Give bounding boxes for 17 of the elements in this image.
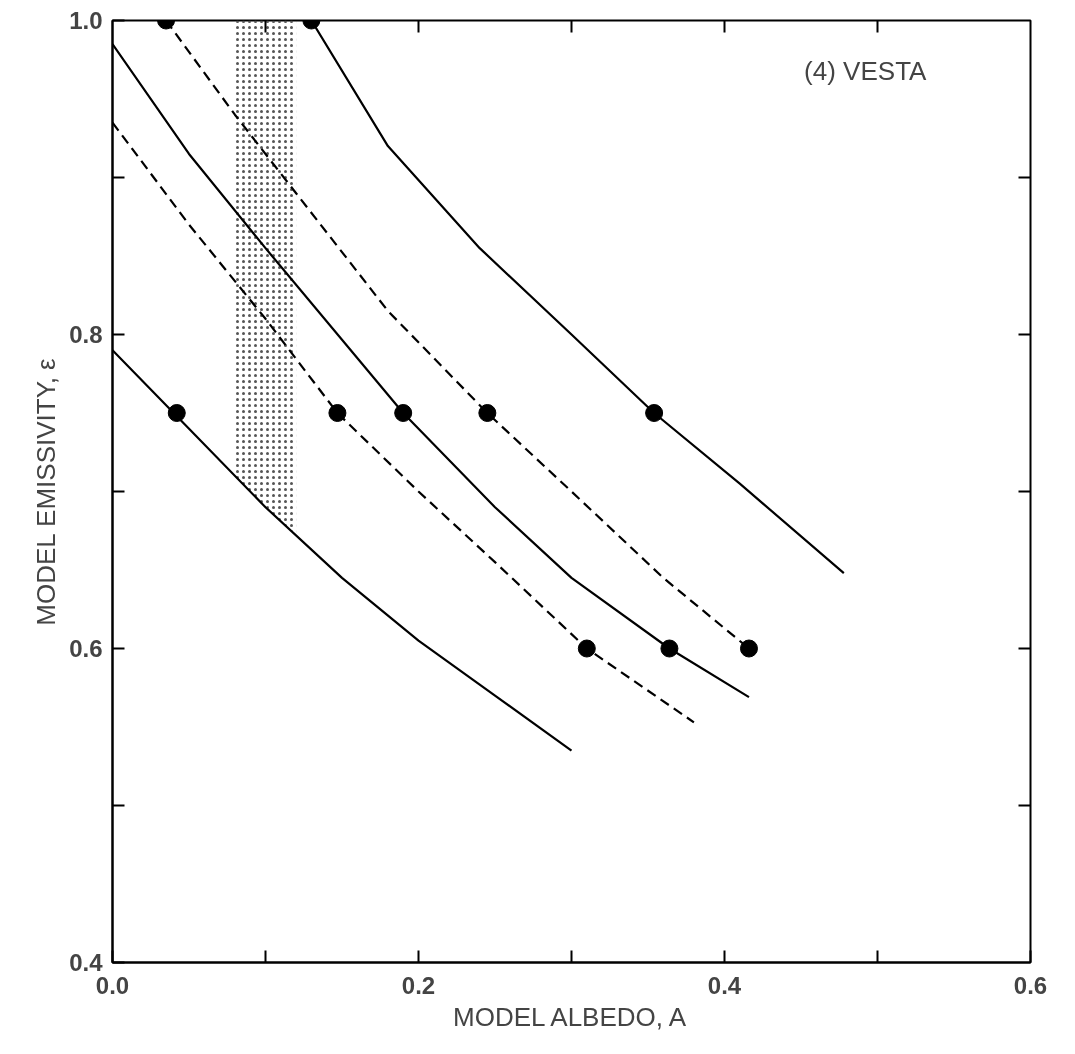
y-tick-label: 0.8 [69,321,103,348]
point [328,404,347,422]
point [739,639,758,658]
y-tick-label: 1.0 [69,7,103,34]
x-tick-label: 0.4 [707,971,742,999]
point [394,404,413,422]
point [478,404,497,422]
point [167,404,186,422]
x-tick-label: 0.2 [401,971,436,999]
y-tick-label: 0.6 [69,635,103,662]
x-axis-title: MODEL ALBEDO, A [453,1001,687,1032]
annotation: (4) VESTA [804,56,928,87]
y-axis-title: MODEL EMISSIVITY, ε [31,357,62,626]
point [577,639,596,658]
point [645,404,664,422]
point [660,639,679,658]
x-tick-label: 0.6 [1013,971,1048,999]
